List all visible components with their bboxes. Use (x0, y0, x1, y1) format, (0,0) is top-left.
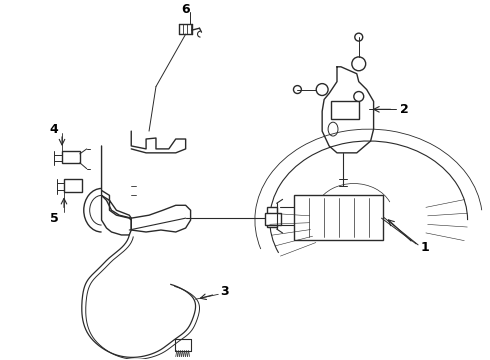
Text: 5: 5 (49, 212, 58, 225)
Text: 1: 1 (420, 241, 429, 254)
Circle shape (352, 57, 366, 71)
Circle shape (355, 33, 363, 41)
Bar (267, 207, 277, 227)
Circle shape (294, 86, 301, 94)
Bar (294, 195, 384, 240)
Circle shape (316, 84, 328, 95)
Text: 4: 4 (49, 123, 58, 136)
Bar (331, 102, 359, 119)
Text: 2: 2 (400, 103, 409, 116)
Circle shape (354, 91, 364, 102)
Ellipse shape (328, 122, 338, 136)
Bar (62, 151, 80, 163)
Bar (265, 213, 281, 225)
Bar (64, 179, 82, 193)
Text: 6: 6 (181, 3, 190, 16)
Text: 3: 3 (220, 285, 229, 298)
